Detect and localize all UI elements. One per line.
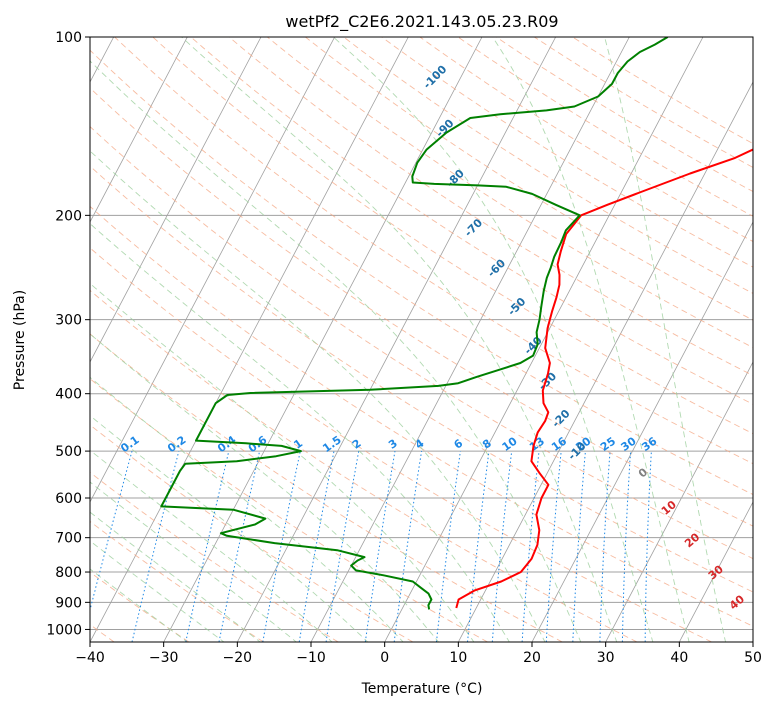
isotherm-line bbox=[310, 37, 630, 642]
mixing-ratio-line bbox=[364, 451, 396, 642]
dry-adiabat-line bbox=[534, 37, 753, 168]
moist-adiabat-line bbox=[90, 222, 510, 642]
x-tick-label: 10 bbox=[449, 650, 467, 666]
dry-adiabat-line bbox=[90, 205, 753, 627]
mixing-ratio-line bbox=[521, 451, 540, 642]
mixing-ratio-line bbox=[491, 451, 513, 642]
dry-adiabat-line bbox=[90, 333, 563, 642]
x-tick-label: −20 bbox=[223, 650, 253, 666]
isotherm-line bbox=[236, 37, 557, 642]
moist-adiabat-line bbox=[492, 37, 690, 642]
x-tick-label: 50 bbox=[744, 650, 762, 666]
moist-adiabat-line bbox=[90, 282, 475, 642]
dry-adiabat-line bbox=[457, 37, 753, 217]
temperature-profile-line bbox=[455, 148, 753, 609]
dewpoint-profile-line bbox=[160, 37, 669, 610]
moist-adiabat-line bbox=[90, 540, 225, 642]
isotherm-line bbox=[163, 37, 483, 642]
x-tick-label: 30 bbox=[597, 650, 615, 666]
mixing-ratio-line bbox=[435, 451, 461, 642]
dry-adiabat-line bbox=[90, 247, 712, 642]
mixing-ratio-line bbox=[393, 451, 423, 642]
y-tick-label: 400 bbox=[55, 387, 82, 403]
x-tick-label: 40 bbox=[670, 650, 688, 666]
isotherm-line bbox=[457, 81, 753, 642]
x-tick-label: 0 bbox=[380, 650, 389, 666]
moist-adiabat-line bbox=[90, 333, 440, 642]
y-tick-label: 1000 bbox=[46, 622, 82, 638]
dry-adiabat-line bbox=[90, 125, 753, 560]
dry-adiabat-line bbox=[572, 37, 753, 145]
dry-adiabat-line bbox=[152, 37, 753, 435]
dry-adiabat-line bbox=[305, 37, 753, 321]
mixing-ratio-line bbox=[545, 451, 562, 642]
isotherm-line bbox=[678, 501, 753, 642]
moist-adiabat-line bbox=[333, 37, 654, 642]
isotherm-line bbox=[531, 221, 753, 642]
moist-adiabat-line bbox=[90, 481, 298, 642]
y-axis-label: Pressure (hPa) bbox=[12, 290, 28, 390]
y-tick-label: 200 bbox=[55, 208, 82, 224]
chart-title: wetPf2_C2E6.2021.143.05.23.R09 bbox=[285, 12, 558, 32]
x-tick-label: −40 bbox=[75, 650, 105, 666]
moist-adiabat-line bbox=[181, 37, 618, 642]
plot-frame bbox=[89, 36, 754, 643]
y-tick-label: 100 bbox=[55, 30, 82, 46]
mixing-ratio-line bbox=[90, 450, 133, 613]
mixing-ratio-line bbox=[467, 451, 490, 642]
moist-adiabat-line bbox=[90, 568, 189, 642]
y-tick-label: 800 bbox=[55, 565, 82, 581]
x-axis-label: Temperature (°C) bbox=[361, 681, 483, 697]
mixing-ratio-line bbox=[185, 450, 230, 642]
isotherm-line bbox=[384, 37, 704, 642]
isotherm-line bbox=[605, 361, 753, 642]
dry-adiabat-line bbox=[343, 37, 753, 294]
dry-adiabat-line bbox=[419, 37, 753, 243]
isotherm-line bbox=[90, 37, 336, 503]
dry-adiabat-line bbox=[228, 37, 753, 377]
dry-adiabat-line bbox=[90, 471, 339, 642]
mixing-ratio-line bbox=[218, 450, 261, 642]
x-tick-label: 20 bbox=[523, 650, 541, 666]
moist-adiabat-line bbox=[604, 37, 727, 642]
dry-adiabat-line bbox=[90, 49, 753, 496]
moist-adiabat-line bbox=[90, 511, 261, 642]
x-tick-label: −30 bbox=[149, 650, 179, 666]
moist-adiabat-line bbox=[90, 415, 369, 642]
y-tick-label: 900 bbox=[55, 595, 82, 611]
dry-adiabat-line bbox=[90, 424, 414, 642]
isotherm-line bbox=[90, 37, 262, 363]
dry-adiabat-line bbox=[495, 37, 753, 193]
y-tick-label: 700 bbox=[55, 531, 82, 547]
background-lines bbox=[90, 37, 753, 642]
dry-adiabat-line bbox=[90, 165, 753, 593]
mixing-ratio-line bbox=[131, 450, 180, 642]
y-tick-label: 600 bbox=[55, 491, 82, 507]
dry-adiabat-line bbox=[267, 37, 753, 349]
sounding-profiles bbox=[160, 37, 753, 610]
y-axis: 100 200 300 400 500 600 700 800 900 1000 bbox=[46, 30, 90, 638]
dry-adiabat-line bbox=[190, 37, 753, 405]
x-tick-label: −10 bbox=[296, 650, 326, 666]
dry-adiabat-line bbox=[90, 87, 753, 527]
dry-adiabat-line bbox=[90, 289, 638, 642]
dry-adiabat-line bbox=[114, 37, 753, 465]
x-axis: −40 −30 −20 −10 0 10 20 30 40 50 bbox=[75, 642, 762, 666]
isotherm-line bbox=[90, 37, 188, 223]
moist-adiabat-line bbox=[90, 150, 546, 642]
dry-adiabat-line bbox=[381, 37, 753, 268]
y-tick-label: 300 bbox=[55, 313, 82, 329]
moist-adiabat-line bbox=[90, 449, 333, 642]
isotherm-line bbox=[90, 37, 409, 642]
y-tick-label: 500 bbox=[55, 444, 82, 460]
moist-adiabat-line bbox=[90, 60, 582, 642]
